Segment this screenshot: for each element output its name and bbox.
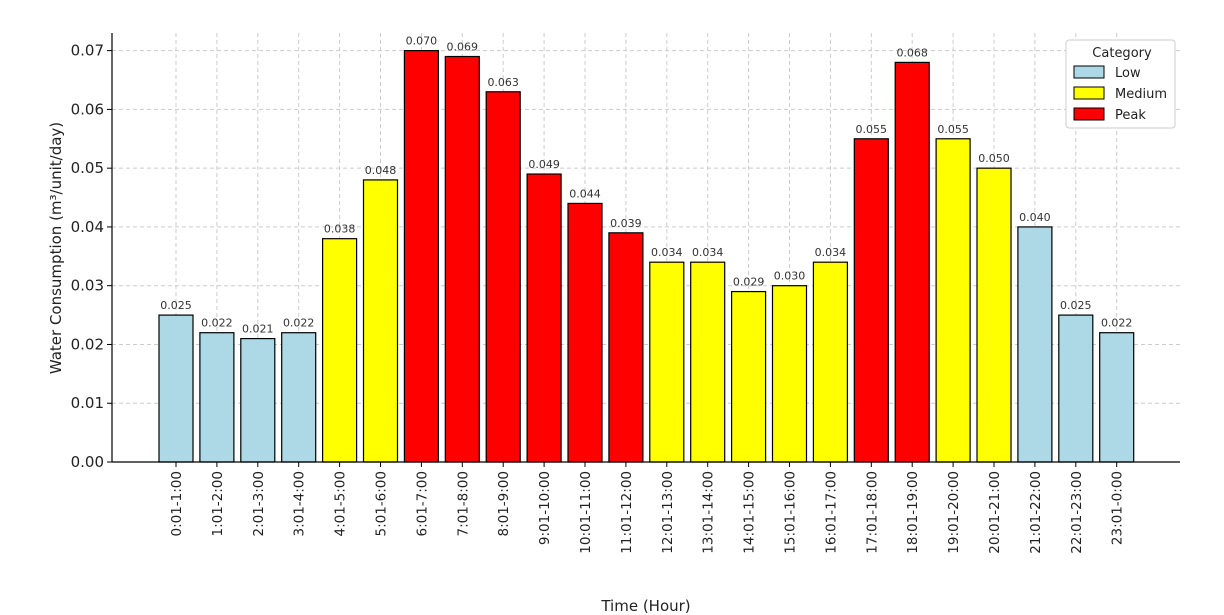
- bar: [199, 332, 235, 463]
- bar-value-label: 0.063: [487, 76, 519, 89]
- y-tick-label: 0.02: [71, 335, 104, 353]
- x-tick-label: 5:01-6:00: [374, 471, 390, 537]
- bar: [935, 138, 971, 463]
- bar-value-label: 0.039: [610, 217, 642, 230]
- x-tick-label: 6:01-7:00: [414, 471, 430, 537]
- legend-title: Category: [1092, 46, 1152, 61]
- bar-value-label: 0.034: [815, 246, 847, 259]
- x-tick-label: 9:01-10:00: [537, 471, 553, 545]
- bar-value-label: 0.070: [406, 35, 438, 48]
- legend-swatch: [1073, 86, 1105, 100]
- bar: [281, 332, 317, 463]
- value-labels: 0.025 0.022 0.021 0.022 0.038 0.048 0.070 0.069…: [160, 35, 1132, 336]
- bar: [362, 179, 399, 463]
- bar-value-label: 0.022: [283, 317, 315, 330]
- x-tick-label: 4:01-5:00: [333, 471, 349, 537]
- bar: [608, 232, 644, 463]
- x-tick-label: 16:01-17:00: [823, 471, 839, 554]
- x-tick-label: 10:01-11:00: [578, 471, 594, 554]
- y-axis-title: Water Consumption (m³/unit/day): [47, 122, 65, 374]
- bar: [322, 238, 358, 463]
- x-tick-label: 0:01-1:00: [169, 471, 185, 537]
- bar: [812, 261, 849, 463]
- x-tick-label: 19:01-20:00: [946, 471, 962, 554]
- bar: [1017, 226, 1053, 463]
- bar: [771, 285, 808, 463]
- legend-entry-label: Low: [1115, 66, 1141, 81]
- y-tick-label: 0.05: [71, 159, 104, 177]
- legend: Category Low Medium Peak: [1065, 39, 1176, 129]
- legend-swatch: [1073, 65, 1105, 79]
- bar-value-label: 0.038: [324, 223, 356, 236]
- bar: [526, 173, 562, 463]
- bar-value-label: 0.034: [692, 246, 724, 259]
- x-tick-label: 12:01-13:00: [660, 471, 676, 554]
- bar: [1058, 314, 1094, 463]
- bar-value-label: 0.044: [569, 187, 601, 200]
- legend-frame: [1065, 39, 1176, 129]
- bar: [240, 337, 276, 463]
- bar-value-label: 0.022: [201, 317, 233, 330]
- bar: [485, 91, 521, 463]
- bar-value-label: 0.055: [856, 123, 888, 136]
- bar: [403, 50, 439, 463]
- bar: [444, 55, 480, 463]
- bar: [690, 261, 726, 463]
- bar-value-label: 0.040: [1019, 211, 1051, 224]
- legend-swatch: [1073, 107, 1105, 121]
- bar: [894, 61, 930, 463]
- y-tick-label: 0.07: [71, 42, 104, 60]
- bar-value-label: 0.030: [774, 270, 806, 283]
- legend-entry-label: Peak: [1115, 108, 1146, 123]
- x-tick-label: 11:01-12:00: [619, 471, 635, 554]
- bar-value-label: 0.048: [365, 164, 397, 177]
- x-tick-label: 7:01-8:00: [455, 471, 471, 537]
- x-tick-label: 23:01-0:00: [1110, 471, 1126, 545]
- y-tick-label: 0.06: [71, 100, 104, 118]
- x-tick-label: 13:01-14:00: [701, 471, 717, 554]
- bar: [976, 167, 1012, 463]
- x-tick-label: 3:01-4:00: [292, 471, 308, 537]
- bar: [567, 202, 603, 463]
- x-tick-label: 8:01-9:00: [496, 471, 512, 537]
- y-tick-label: 0.00: [71, 453, 104, 471]
- x-tick-label: 18:01-19:00: [905, 471, 921, 554]
- bar-value-label: 0.021: [242, 323, 274, 336]
- x-tick-label: 17:01-18:00: [864, 471, 880, 554]
- bar-value-label: 0.022: [1101, 317, 1133, 330]
- x-tick-label: 15:01-16:00: [783, 471, 799, 554]
- x-tick-label: 21:01-22:00: [1028, 471, 1044, 554]
- bar: [1099, 332, 1135, 463]
- x-tick-label: 20:01-21:00: [987, 471, 1003, 554]
- x-tick-label: 22:01-23:00: [1069, 471, 1085, 554]
- y-tick-label: 0.01: [71, 394, 104, 412]
- x-axis-title: Time (Hour): [600, 597, 690, 615]
- bar-value-label: 0.049: [528, 158, 560, 171]
- x-tick-label: 2:01-3:00: [251, 471, 267, 537]
- bar-value-label: 0.068: [896, 46, 928, 59]
- bar-value-label: 0.050: [978, 152, 1010, 165]
- bar-value-label: 0.069: [447, 41, 479, 54]
- bar: [649, 261, 685, 463]
- x-tick-label: 1:01-2:00: [210, 471, 226, 537]
- bar: [853, 138, 889, 463]
- x-tick-label: 14:01-15:00: [742, 471, 758, 554]
- legend-entry-label: Medium: [1115, 87, 1167, 102]
- bar: [730, 290, 767, 463]
- bar: [158, 314, 194, 463]
- bar-value-label: 0.034: [651, 246, 683, 259]
- bar-value-label: 0.025: [160, 299, 192, 312]
- bar-value-label: 0.029: [733, 276, 765, 289]
- bar-value-label: 0.055: [937, 123, 969, 136]
- bars: [158, 50, 1135, 463]
- y-tick-label: 0.03: [71, 277, 104, 295]
- y-tick-label: 0.04: [71, 218, 104, 236]
- axes: 0.00 0.01 0.02 0.03 0.04 0.05 0.06 0.07 0:01-1:0…: [71, 33, 1180, 554]
- bar-value-label: 0.025: [1060, 299, 1092, 312]
